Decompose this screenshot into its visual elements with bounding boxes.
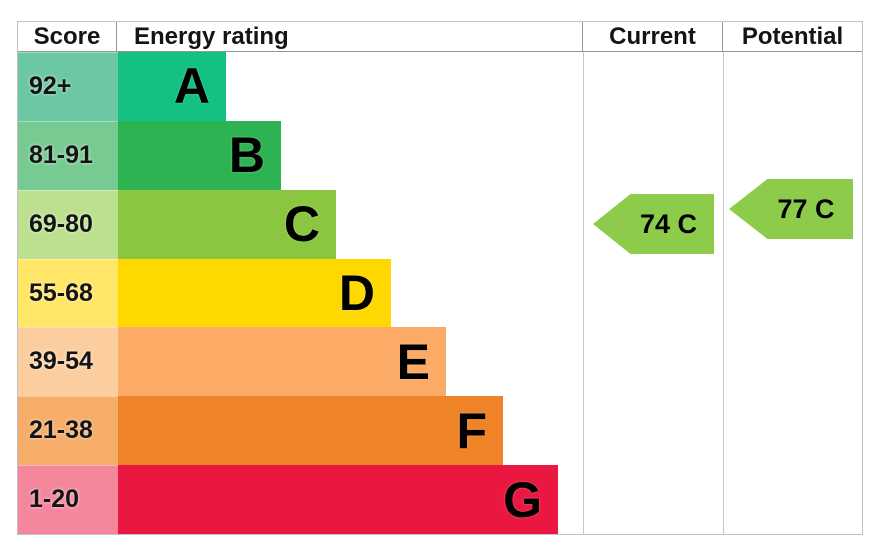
band-row-c: 69-80 C [18, 189, 862, 259]
chart-body: 92+ A 81-91 B 69-80 C 55-68 D 39-54 E 21-38 F 1-20 G 7… [18, 52, 862, 535]
header-current: Current [583, 22, 723, 51]
column-divider-1 [583, 52, 584, 534]
score-range-g: 1-20 [18, 465, 118, 535]
header-energy-rating: Energy rating [117, 22, 583, 51]
rating-bar-e: E [118, 327, 446, 397]
score-range-b: 81-91 [18, 120, 118, 190]
column-divider-2 [723, 52, 724, 534]
epc-rating-table: Score Energy rating Current Potential 92… [17, 21, 863, 535]
rating-bar-b: B [118, 120, 281, 190]
rating-bar-c: C [118, 189, 336, 259]
score-range-f: 21-38 [18, 396, 118, 466]
band-row-f: 21-38 F [18, 396, 862, 466]
band-row-g: 1-20 G [18, 465, 862, 535]
rating-bar-d: D [118, 258, 391, 328]
band-row-b: 81-91 B [18, 120, 862, 190]
score-range-e: 39-54 [18, 327, 118, 397]
band-row-d: 55-68 D [18, 258, 862, 328]
rating-bar-f: F [118, 396, 503, 466]
header-potential: Potential [741, 22, 844, 50]
band-row-a: 92+ A [18, 52, 862, 121]
header-score: Score [18, 22, 117, 51]
score-range-d: 55-68 [18, 258, 118, 328]
band-row-e: 39-54 E [18, 327, 862, 397]
table-header-row: Score Energy rating Current Potential [18, 22, 862, 52]
score-range-a: 92+ [18, 52, 118, 121]
rating-bar-a: A [118, 52, 226, 121]
score-range-c: 69-80 [18, 189, 118, 259]
rating-bar-g: G [118, 465, 558, 535]
